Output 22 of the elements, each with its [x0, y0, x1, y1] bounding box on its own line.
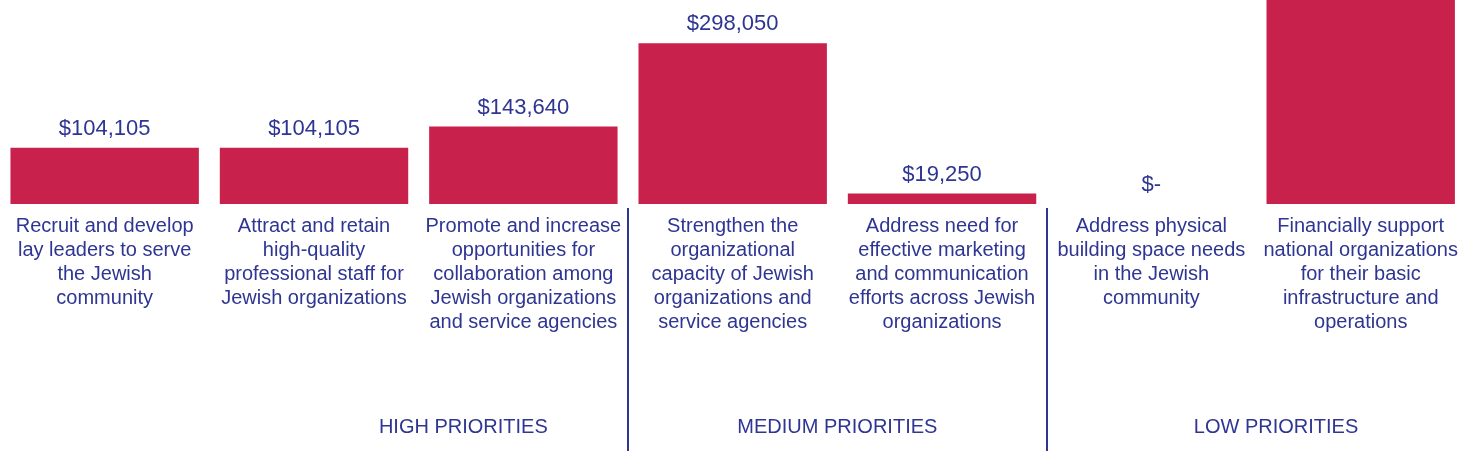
bar [219, 147, 409, 204]
data-label: $143,640 [477, 93, 570, 119]
x-tick-label: Address need for effective marketing and communication efforts across Jewish organizations [848, 213, 1036, 332]
bar [429, 126, 618, 204]
bar [1266, 0, 1455, 204]
text: MEDIUM PRIORITIES [737, 414, 938, 437]
text: HIGH PRIORITIES [378, 414, 548, 437]
data-label: $298,050 [686, 10, 779, 36]
text: LOW PRIORITIES [1193, 414, 1359, 437]
bar [10, 147, 199, 204]
x-tick-label: Financially support national organizations for their basic infrastructure and operations [1263, 213, 1459, 332]
x-tick-label: Strengthen the organizational capacity of Jewish organizations and service agencies [651, 213, 814, 332]
x-tick-label: Promote and increase opportunities for collaboration among Jewish organizations and service agencies [425, 213, 622, 332]
data-label: $19,250 [902, 160, 982, 186]
bar [847, 193, 1037, 204]
x-tick-label: Address physical building space needs in the Jewish community [1057, 213, 1246, 308]
data-label: $- [1141, 171, 1162, 197]
x-tick-label: Recruit and develop lay leaders to serve the Jewish community [15, 213, 194, 308]
x-tick-label: Attract and retain high-quality professional staff for Jewish organizations [221, 213, 407, 308]
data-label: $104,105 [58, 114, 151, 140]
data-label: $104,105 [268, 114, 360, 140]
bar [638, 43, 827, 204]
